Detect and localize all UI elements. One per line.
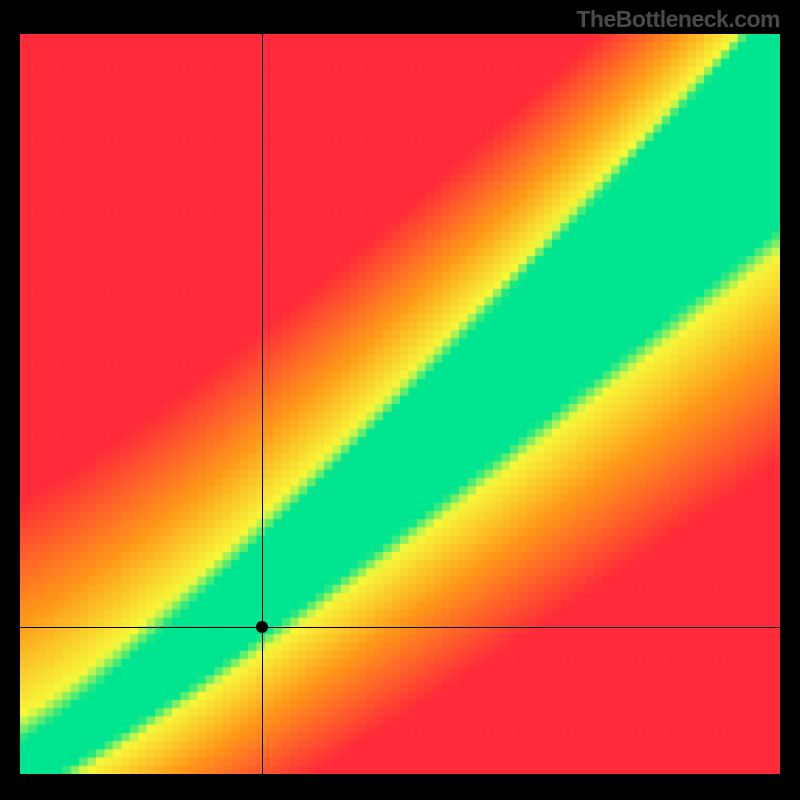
crosshair-horizontal [20,627,780,628]
heatmap-canvas [20,34,780,774]
watermark-text: TheBottleneck.com [576,6,780,33]
crosshair-vertical [262,34,263,774]
bottleneck-heatmap [20,34,780,774]
data-point-marker [256,621,268,633]
